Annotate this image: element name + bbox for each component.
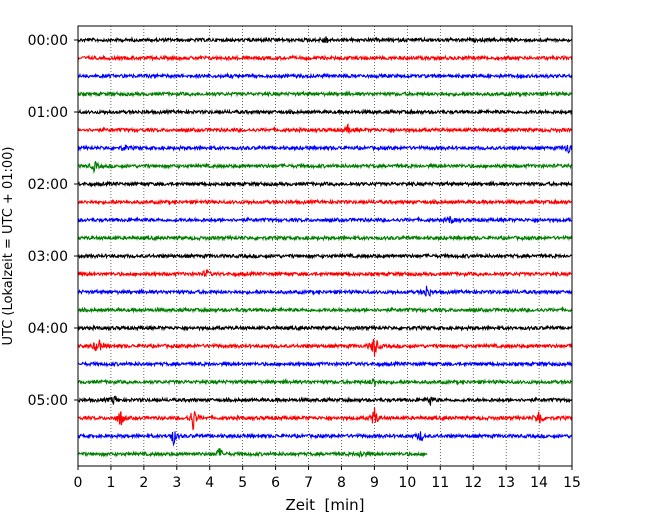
- trace-line: [77, 215, 573, 224]
- trace-line: [77, 338, 573, 357]
- grid-lines: [110, 26, 540, 466]
- trace-line: [77, 54, 573, 62]
- trace-line: [77, 160, 573, 175]
- x-tick-label: 5: [238, 475, 247, 491]
- x-tick-label: 3: [172, 475, 181, 491]
- trace-line: [77, 144, 573, 154]
- trace-line: [77, 360, 573, 368]
- trace-line: [77, 431, 573, 447]
- trace-line: [77, 407, 573, 431]
- y-tick-label: 00:00: [28, 33, 68, 49]
- trace-line: [77, 108, 573, 116]
- x-axis-label: Zeit [min]: [285, 496, 364, 514]
- trace-line: [77, 252, 573, 260]
- trace-layer: [77, 36, 573, 459]
- trace-line: [77, 377, 573, 387]
- x-tick-label: 9: [370, 475, 379, 491]
- trace-line: [77, 36, 573, 44]
- trace-line: [77, 324, 573, 332]
- trace-line: [77, 180, 573, 188]
- x-tick-label: 2: [139, 475, 148, 491]
- x-tick-label: 13: [497, 475, 515, 491]
- trace-line: [77, 90, 573, 98]
- x-tick-label: 14: [530, 475, 548, 491]
- x-tick-label: 1: [106, 475, 115, 491]
- trace-line: [77, 198, 573, 206]
- x-ticks: 0 1 2 3 4 5 6 7 8 9 10 11 12 13 14 15: [74, 466, 581, 491]
- y-tick-label: 05:00: [28, 393, 68, 409]
- y-tick-label: 03:00: [28, 249, 68, 265]
- plot-frame: [77, 25, 573, 467]
- x-tick-label: 12: [464, 475, 482, 491]
- trace-line: [77, 269, 573, 278]
- trace-line: [77, 448, 428, 459]
- trace-line: [77, 285, 573, 297]
- y-axis-label: UTC (Lokalzeit = UTC + 01:00): [1, 147, 16, 346]
- trace-line: [77, 306, 573, 314]
- x-tick-label: 11: [431, 475, 449, 491]
- x-tick-label: 4: [205, 475, 214, 491]
- x-tick-label: 0: [74, 475, 83, 491]
- y-tick-label: 02:00: [28, 177, 68, 193]
- y-tick-label: 01:00: [28, 105, 68, 121]
- trace-line: [77, 395, 573, 407]
- x-tick-label: 7: [304, 475, 313, 491]
- trace-line: [77, 123, 573, 135]
- y-ticks: 00:00 01:00 02:00 03:00 04:00 05:00: [28, 33, 78, 409]
- x-tick-label: 15: [563, 475, 581, 491]
- y-tick-label: 04:00: [28, 321, 68, 337]
- x-tick-label: 10: [398, 475, 416, 491]
- trace-line: [77, 71, 573, 80]
- x-tick-label: 6: [271, 475, 280, 491]
- trace-line: [77, 234, 573, 242]
- x-tick-label: 8: [337, 475, 346, 491]
